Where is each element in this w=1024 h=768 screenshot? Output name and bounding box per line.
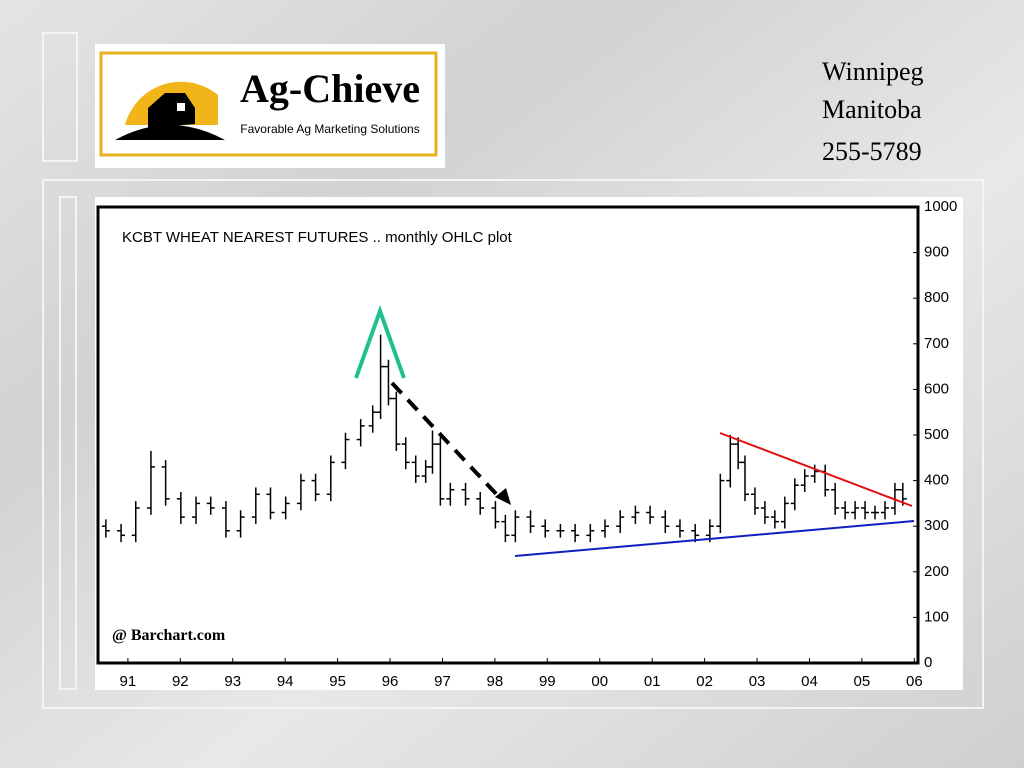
frame: [59, 196, 77, 690]
x-tick-label: 92: [172, 673, 189, 690]
y-tick-label: 400: [924, 472, 949, 489]
x-tick-label: 04: [801, 673, 818, 690]
logo-border: [99, 51, 438, 157]
y-tick-label: 900: [924, 244, 949, 261]
x-tick-label: 96: [382, 673, 399, 690]
y-tick-label: 700: [924, 335, 949, 352]
contact-line: 255-5789: [822, 137, 922, 166]
y-tick-label: 800: [924, 289, 949, 306]
trend-arrow: [390, 381, 502, 500]
x-tick-label: 98: [487, 673, 504, 690]
y-tick-label: 0: [924, 654, 932, 671]
x-tick-label: 95: [329, 673, 346, 690]
source: @ Barchart.com: [112, 627, 226, 644]
x-tick-label: 91: [120, 673, 137, 690]
resistance-line: [719, 432, 913, 507]
x-tick-label: 02: [696, 673, 713, 690]
x-tick-label: 00: [591, 673, 608, 690]
y-tick-label: 1000: [924, 198, 957, 215]
x-tick-label: 03: [749, 673, 766, 690]
chart-title: KCBT WHEAT NEAREST FUTURES .. monthly OH…: [122, 229, 513, 246]
y-tick-label: 200: [924, 563, 949, 580]
x-tick-label: 94: [277, 673, 294, 690]
y-tick-label: 600: [924, 380, 949, 397]
contact-line: Winnipeg: [822, 57, 924, 86]
x-tick-label: 01: [644, 673, 661, 690]
peak-annotation: [354, 305, 406, 379]
logo-tagline: Favorable Ag Marketing Solutions: [240, 122, 419, 136]
frame: [42, 32, 78, 162]
x-tick-label: 97: [434, 673, 451, 690]
support-line: [514, 520, 915, 557]
contact-line: Manitoba: [822, 95, 922, 124]
x-tick-label: 06: [906, 673, 923, 690]
y-tick-label: 300: [924, 517, 949, 534]
barn: [148, 93, 195, 128]
x-tick-label: 99: [539, 673, 556, 690]
frame: [42, 179, 984, 709]
y-tick-label: 100: [924, 608, 949, 625]
arrow-head: [495, 488, 511, 505]
chart-background: [95, 197, 963, 690]
logo-name: Ag-Chieve: [240, 66, 420, 111]
y-tick-label: 500: [924, 426, 949, 443]
logo: Ag-Chieve Favorable Ag Marketing Solutio…: [95, 44, 445, 168]
x-tick-label: 05: [854, 673, 871, 690]
barn-window: [177, 103, 185, 111]
hill: [115, 125, 225, 140]
x-tick-label: 93: [224, 673, 241, 690]
contact: Winnipeg Manitoba 255-5789: [822, 57, 924, 166]
